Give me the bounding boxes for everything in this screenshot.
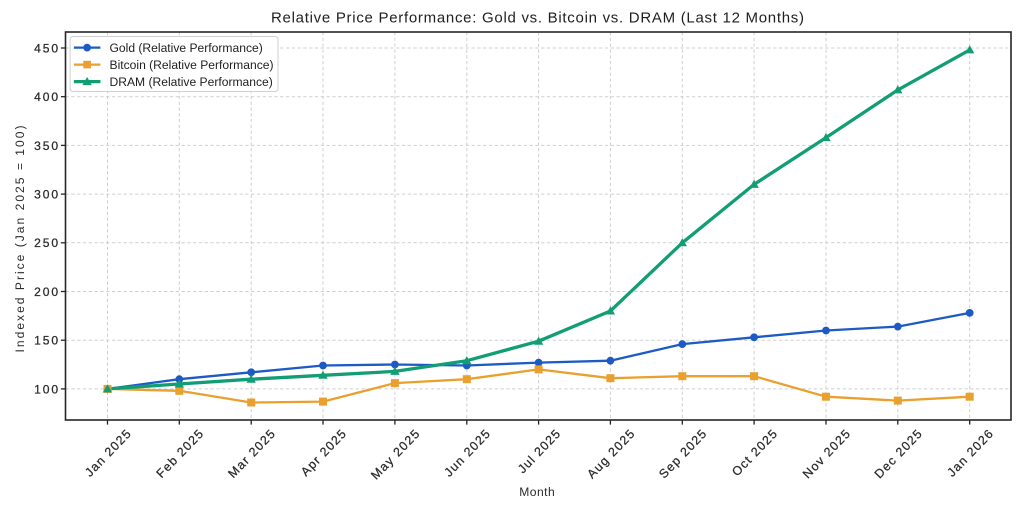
svg-text:Indexed Price (Jan 2025 = 100): Indexed Price (Jan 2025 = 100) bbox=[13, 126, 27, 353]
svg-text:350: 350 bbox=[34, 139, 58, 153]
svg-text:200: 200 bbox=[34, 285, 58, 299]
svg-text:250: 250 bbox=[34, 236, 58, 250]
svg-text:450: 450 bbox=[34, 41, 58, 55]
svg-text:Relative Price Performance: Go: Relative Price Performance: Gold vs. Bit… bbox=[271, 9, 804, 26]
svg-text:Month: Month bbox=[519, 485, 555, 499]
svg-text:400: 400 bbox=[34, 90, 58, 104]
svg-text:150: 150 bbox=[34, 334, 58, 348]
svg-text:DRAM (Relative Performance): DRAM (Relative Performance) bbox=[110, 75, 273, 89]
svg-text:Gold (Relative Performance): Gold (Relative Performance) bbox=[110, 41, 263, 55]
svg-text:300: 300 bbox=[34, 188, 58, 202]
svg-text:Bitcoin (Relative Performance): Bitcoin (Relative Performance) bbox=[110, 58, 274, 72]
svg-text:100: 100 bbox=[34, 382, 58, 396]
